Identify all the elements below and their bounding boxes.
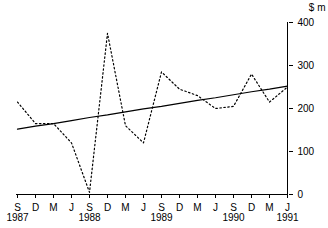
svg-text:M: M [193,202,201,213]
svg-text:400: 400 [298,17,315,28]
svg-text:J: J [69,202,74,213]
svg-text:D: D [248,202,255,213]
svg-text:M: M [49,202,57,213]
svg-text:S1989: S1989 [150,202,173,223]
svg-text:M: M [121,202,129,213]
svg-text:S1990: S1990 [222,202,245,223]
svg-text:$ m: $ m [309,2,326,13]
svg-text:D: D [32,202,39,213]
svg-text:M: M [265,202,273,213]
svg-text:J1991: J1991 [276,202,299,223]
svg-text:200: 200 [298,103,315,114]
svg-text:S1988: S1988 [78,202,101,223]
svg-text:J: J [213,202,218,213]
svg-text:S1987: S1987 [6,202,29,223]
svg-text:J: J [141,202,146,213]
svg-text:0: 0 [298,189,304,200]
svg-text:D: D [176,202,183,213]
svg-text:100: 100 [298,146,315,157]
svg-text:300: 300 [298,60,315,71]
svg-text:D: D [104,202,111,213]
